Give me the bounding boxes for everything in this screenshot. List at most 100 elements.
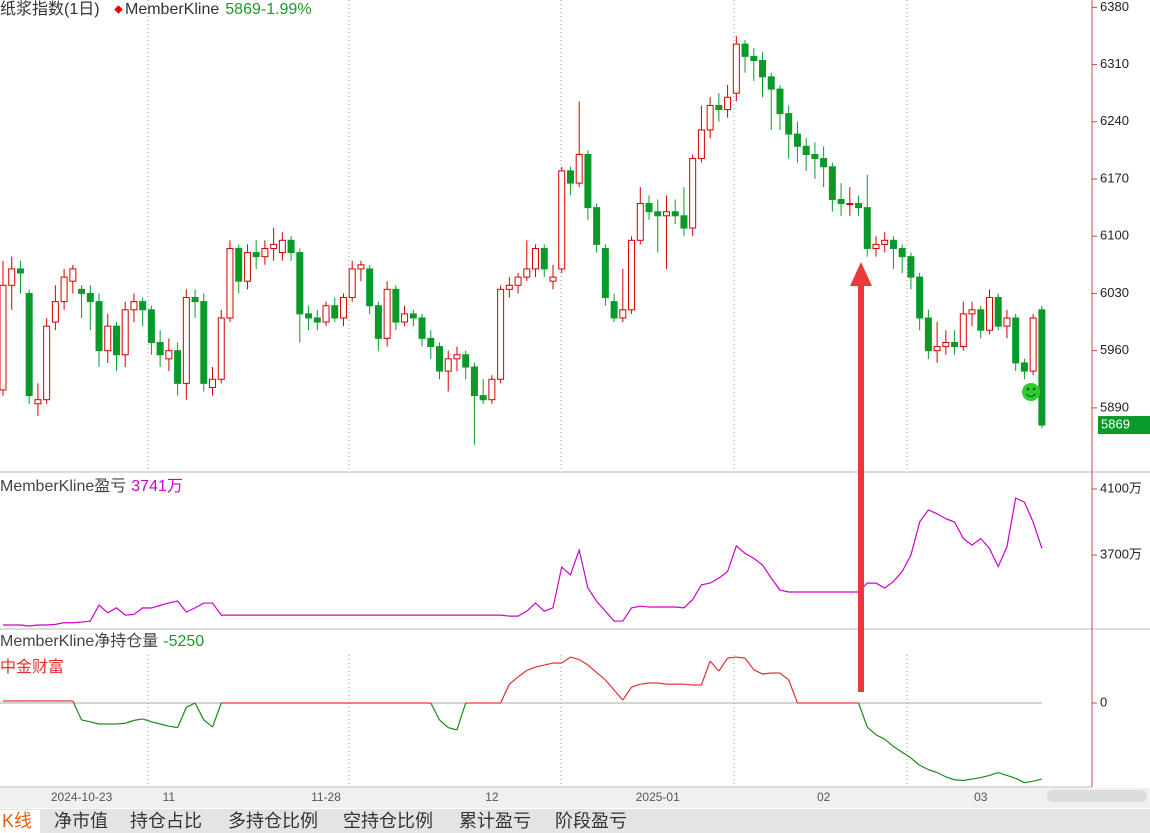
line-segment (430, 702, 441, 721)
candle-body (130, 301, 138, 311)
candle-body (697, 129, 705, 160)
candle-body (427, 337, 435, 348)
candle-body (654, 211, 662, 217)
candle-body (1038, 309, 1046, 426)
line-segment (901, 751, 912, 759)
line-segment (544, 662, 554, 666)
tab[interactable]: 净市值 (52, 810, 116, 833)
candle-body (942, 341, 950, 348)
candle-body (8, 268, 16, 286)
line-segment (945, 776, 955, 781)
candle-body (392, 288, 400, 323)
tab[interactable]: 空持仓比例 (341, 810, 445, 833)
line-segment (779, 672, 790, 681)
tab[interactable]: K线 (0, 810, 40, 833)
candle-body (235, 247, 243, 282)
line-segment (736, 656, 746, 659)
tab-label[interactable]: 阶段盈亏 (555, 811, 627, 831)
candle-body (776, 88, 784, 115)
candle-body (313, 317, 321, 323)
candle-body (51, 301, 59, 323)
tab-background[interactable] (553, 810, 637, 833)
line-segment (116, 722, 126, 725)
candle-body (907, 256, 915, 278)
candle-body (951, 341, 959, 348)
candle-body (156, 341, 164, 356)
tab-background[interactable] (0, 810, 40, 833)
tab[interactable]: 累计盈亏 (457, 810, 541, 833)
line-series (3, 497, 1043, 627)
tab-label[interactable]: 累计盈亏 (459, 811, 531, 831)
candle-body (855, 203, 863, 209)
y-tick-label: 0 (1100, 694, 1107, 709)
candle-body (977, 309, 985, 331)
candle-body (112, 325, 120, 356)
candle-body (1012, 317, 1020, 364)
candle-body (401, 313, 409, 323)
last-label: 5869-1.99% (225, 1, 311, 18)
candle-body (121, 309, 129, 356)
line-segment (928, 769, 938, 774)
line-segment (744, 657, 755, 671)
candle-body (505, 284, 513, 290)
line-segment (587, 664, 598, 674)
line-segment (159, 723, 170, 727)
candle-body (1020, 362, 1028, 372)
line-segment (186, 702, 196, 708)
tab-background[interactable] (341, 810, 445, 833)
tab-background[interactable] (128, 810, 212, 833)
candle-body (628, 239, 636, 311)
candle-body (348, 268, 356, 299)
candle-body (95, 301, 103, 352)
tab-label[interactable]: K线 (2, 811, 32, 831)
scrollbar[interactable] (1047, 790, 1147, 802)
tab[interactable]: 阶段盈亏 (553, 810, 637, 833)
candle-body (182, 297, 190, 384)
candle-body (147, 309, 155, 343)
line-segment (90, 721, 100, 725)
line-segment (683, 683, 693, 686)
line-segment (133, 718, 143, 721)
x-tick-label: 03 (974, 790, 988, 804)
tab-background[interactable] (457, 810, 541, 833)
candle-body (444, 358, 452, 372)
candle-body (540, 247, 548, 270)
candle-body (174, 350, 182, 384)
tab-background[interactable] (226, 810, 330, 833)
tab[interactable]: 持仓占比 (128, 810, 212, 833)
line-segment (168, 725, 178, 729)
candle-body (1003, 317, 1011, 327)
candle-body (811, 153, 819, 160)
x-tick-label: 11 (163, 790, 176, 804)
candle-body (243, 252, 251, 282)
candle-body (523, 268, 531, 278)
tab-label[interactable]: 空持仓比例 (343, 811, 433, 831)
candle-body (889, 239, 897, 249)
candle-body (453, 354, 461, 360)
line-segment (578, 659, 589, 666)
candle-body (985, 297, 993, 331)
tab[interactable]: 多持仓比例 (226, 810, 330, 833)
candle-body (217, 317, 225, 380)
line-segment (73, 702, 83, 721)
line-segment (998, 771, 1008, 776)
y-tick-label: 4100万 (1100, 480, 1142, 495)
line-segment (788, 679, 798, 704)
tab-label[interactable]: 多持仓比例 (228, 811, 318, 831)
candle-body (959, 313, 967, 348)
line-segment (884, 738, 894, 747)
candle-body (872, 243, 880, 249)
panel-name: MemberKline盈亏 (0, 478, 126, 495)
tab-background[interactable] (52, 810, 116, 833)
tab-label[interactable]: 持仓占比 (130, 811, 202, 831)
y-tick-label: 6100 (1100, 228, 1129, 243)
x-tick-label: 2024-10-23 (51, 790, 113, 804)
line-segment (613, 689, 624, 701)
candle-body (514, 276, 522, 286)
line-segment (657, 682, 667, 685)
candle-body (924, 317, 932, 352)
y-tick-label: 6240 (1100, 113, 1129, 128)
line-segment (910, 757, 921, 766)
tab-label[interactable]: 净市值 (54, 811, 108, 831)
y-tick-label: 6030 (1100, 285, 1129, 300)
